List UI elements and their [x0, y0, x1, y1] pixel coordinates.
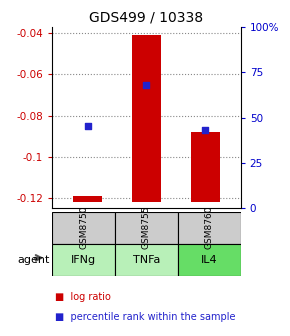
Bar — [191, 132, 220, 202]
Text: GSM8750: GSM8750 — [79, 206, 88, 249]
Text: ■  log ratio: ■ log ratio — [55, 292, 111, 302]
Bar — [115, 212, 178, 244]
Bar — [178, 244, 241, 276]
Bar — [73, 196, 102, 202]
Bar — [132, 35, 161, 202]
Point — [85, 123, 90, 129]
Bar — [52, 244, 115, 276]
Text: GSM8755: GSM8755 — [142, 206, 151, 249]
Text: GSM8760: GSM8760 — [205, 206, 214, 249]
Text: IL4: IL4 — [201, 255, 218, 264]
Text: ■  percentile rank within the sample: ■ percentile rank within the sample — [55, 312, 235, 323]
Text: agent: agent — [17, 255, 49, 264]
Text: TNFa: TNFa — [133, 255, 160, 264]
Bar — [178, 212, 241, 244]
Point — [144, 82, 149, 87]
Bar — [115, 244, 178, 276]
Text: IFNg: IFNg — [71, 255, 96, 264]
Bar — [52, 212, 115, 244]
Title: GDS499 / 10338: GDS499 / 10338 — [89, 10, 204, 24]
Point — [203, 127, 208, 133]
